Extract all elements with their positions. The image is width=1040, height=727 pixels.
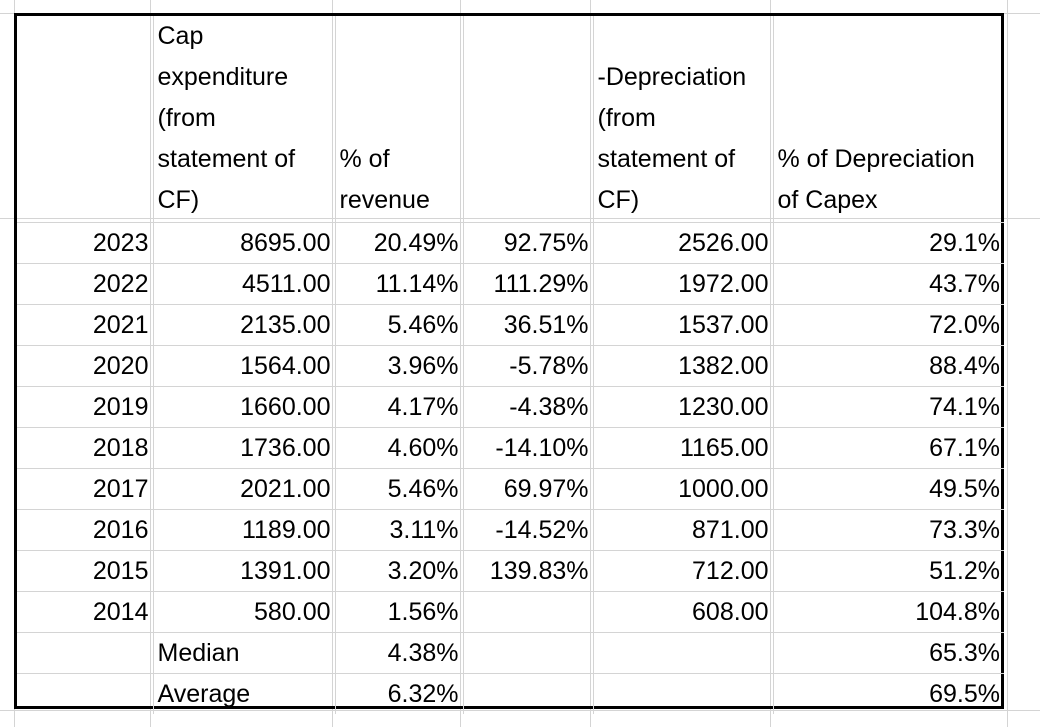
pct-revenue-cell[interactable]: 4.60%: [335, 427, 464, 469]
table-row: 2021 2135.00 5.46% 36.51% 1537.00 72.0%: [17, 304, 1004, 346]
capex-cell[interactable]: 4511.00: [153, 263, 336, 305]
depreciation-cell[interactable]: 1382.00: [593, 345, 774, 387]
summary-label[interactable]: Average: [153, 673, 336, 714]
capex-cell[interactable]: 1736.00: [153, 427, 336, 469]
table-row: 2019 1660.00 4.17% -4.38% 1230.00 74.1%: [17, 386, 1004, 428]
table-row: 2016 1189.00 3.11% -14.52% 871.00 73.3%: [17, 509, 1004, 551]
empty-cell[interactable]: [593, 673, 774, 714]
table-row: 2020 1564.00 3.96% -5.78% 1382.00 88.4%: [17, 345, 1004, 387]
summary-row-median: Median 4.38% 65.3%: [17, 632, 1004, 674]
empty-cell[interactable]: [17, 673, 154, 714]
year-cell[interactable]: 2021: [17, 304, 154, 346]
pct-dep-cell[interactable]: 69.5%: [929, 680, 1000, 708]
pct-revenue-cell[interactable]: 4.38%: [335, 632, 464, 674]
pct-revenue-cell[interactable]: 3.96%: [335, 345, 464, 387]
table-row: 2018 1736.00 4.60% -14.10% 1165.00 67.1%: [17, 427, 1004, 469]
year-cell[interactable]: 2015: [17, 550, 154, 592]
pct-dep-cell[interactable]: 88.4%: [773, 345, 1004, 387]
capex-cell[interactable]: 1564.00: [153, 345, 336, 387]
growth-cell[interactable]: 139.83%: [463, 550, 594, 592]
year-cell[interactable]: 2020: [17, 345, 154, 387]
growth-cell[interactable]: 92.75%: [463, 222, 594, 264]
depreciation-cell[interactable]: 1537.00: [593, 304, 774, 346]
empty-cell[interactable]: [463, 632, 594, 674]
growth-cell[interactable]: 69.97%: [463, 468, 594, 510]
year-cell[interactable]: 2014: [17, 591, 154, 633]
growth-cell[interactable]: 111.29%: [463, 263, 594, 305]
pct-revenue-cell[interactable]: 6.32%: [335, 673, 464, 714]
header-growth-cell[interactable]: [463, 16, 594, 223]
pct-dep-cell[interactable]: 67.1%: [773, 427, 1004, 469]
depreciation-cell[interactable]: 871.00: [593, 509, 774, 551]
summary-row-average: Average 6.32% 69.5%: [17, 673, 1004, 714]
table-row: 2022 4511.00 11.14% 111.29% 1972.00 43.7…: [17, 263, 1004, 305]
pct-dep-cell[interactable]: 29.1%: [773, 222, 1004, 264]
growth-cell[interactable]: 36.51%: [463, 304, 594, 346]
depreciation-cell[interactable]: 712.00: [593, 550, 774, 592]
empty-cell[interactable]: [17, 632, 154, 674]
pct-revenue-cell[interactable]: 20.49%: [335, 222, 464, 264]
capex-cell[interactable]: 1660.00: [153, 386, 336, 428]
pct-revenue-cell[interactable]: 5.46%: [335, 304, 464, 346]
capex-cell[interactable]: 2135.00: [153, 304, 336, 346]
depreciation-cell[interactable]: 608.00: [593, 591, 774, 633]
growth-cell[interactable]: -4.38%: [463, 386, 594, 428]
pct-revenue-cell[interactable]: 5.46%: [335, 468, 464, 510]
table-row: 2015 1391.00 3.20% 139.83% 712.00 51.2%: [17, 550, 1004, 592]
header-year-cell[interactable]: [17, 16, 154, 223]
header-pct-depreciation[interactable]: % of Depreciation of Capex: [773, 16, 1004, 223]
pct-dep-cell[interactable]: 65.3%: [773, 632, 1004, 674]
year-cell[interactable]: 2017: [17, 468, 154, 510]
pct-dep-cell[interactable]: 43.7%: [773, 263, 1004, 305]
growth-cell[interactable]: -14.52%: [463, 509, 594, 551]
year-cell[interactable]: 2018: [17, 427, 154, 469]
pct-dep-cell[interactable]: 104.8%: [773, 591, 1004, 633]
empty-cell[interactable]: [593, 632, 774, 674]
capex-cell[interactable]: 2021.00: [153, 468, 336, 510]
pct-dep-cell[interactable]: 51.2%: [773, 550, 1004, 592]
header-row: Cap expenditure (from statement of CF) %…: [17, 16, 1004, 223]
growth-cell[interactable]: [463, 591, 594, 633]
year-cell[interactable]: 2016: [17, 509, 154, 551]
capex-table: Cap expenditure (from statement of CF) %…: [17, 16, 1004, 714]
pct-revenue-cell[interactable]: 3.20%: [335, 550, 464, 592]
table-row: 2023 8695.00 20.49% 92.75% 2526.00 29.1%: [17, 222, 1004, 264]
table-row: 2017 2021.00 5.46% 69.97% 1000.00 49.5%: [17, 468, 1004, 510]
capex-cell[interactable]: 8695.00: [153, 222, 336, 264]
capex-cell[interactable]: 1391.00: [153, 550, 336, 592]
empty-cell[interactable]: [463, 673, 594, 714]
depreciation-cell[interactable]: 1972.00: [593, 263, 774, 305]
depreciation-cell[interactable]: 2526.00: [593, 222, 774, 264]
pct-revenue-cell[interactable]: 3.11%: [335, 509, 464, 551]
depreciation-cell[interactable]: 1230.00: [593, 386, 774, 428]
pct-revenue-cell[interactable]: 4.17%: [335, 386, 464, 428]
pct-dep-cell[interactable]: 72.0%: [773, 304, 1004, 346]
header-depreciation[interactable]: -Depreciation (from statement of CF): [593, 16, 774, 223]
spreadsheet-table-region[interactable]: Cap expenditure (from statement of CF) %…: [14, 13, 1004, 714]
header-pct-revenue[interactable]: % of revenue: [335, 16, 464, 223]
summary-label[interactable]: Median: [153, 632, 336, 674]
growth-cell[interactable]: -14.10%: [463, 427, 594, 469]
growth-cell[interactable]: -5.78%: [463, 345, 594, 387]
year-cell[interactable]: 2019: [17, 386, 154, 428]
capex-cell[interactable]: 1189.00: [153, 509, 336, 551]
year-cell[interactable]: 2022: [17, 263, 154, 305]
year-cell[interactable]: 2023: [17, 222, 154, 264]
pct-revenue-cell[interactable]: 11.14%: [335, 263, 464, 305]
capex-cell[interactable]: 580.00: [153, 591, 336, 633]
pct-dep-cell[interactable]: 73.3%: [773, 509, 1004, 551]
pct-dep-cell[interactable]: 74.1%: [773, 386, 1004, 428]
depreciation-cell[interactable]: 1165.00: [593, 427, 774, 469]
pct-dep-cell[interactable]: 49.5%: [773, 468, 1004, 510]
depreciation-cell[interactable]: 1000.00: [593, 468, 774, 510]
table-row: 2014 580.00 1.56% 608.00 104.8%: [17, 591, 1004, 633]
pct-revenue-cell[interactable]: 1.56%: [335, 591, 464, 633]
header-capex[interactable]: Cap expenditure (from statement of CF): [153, 16, 336, 223]
